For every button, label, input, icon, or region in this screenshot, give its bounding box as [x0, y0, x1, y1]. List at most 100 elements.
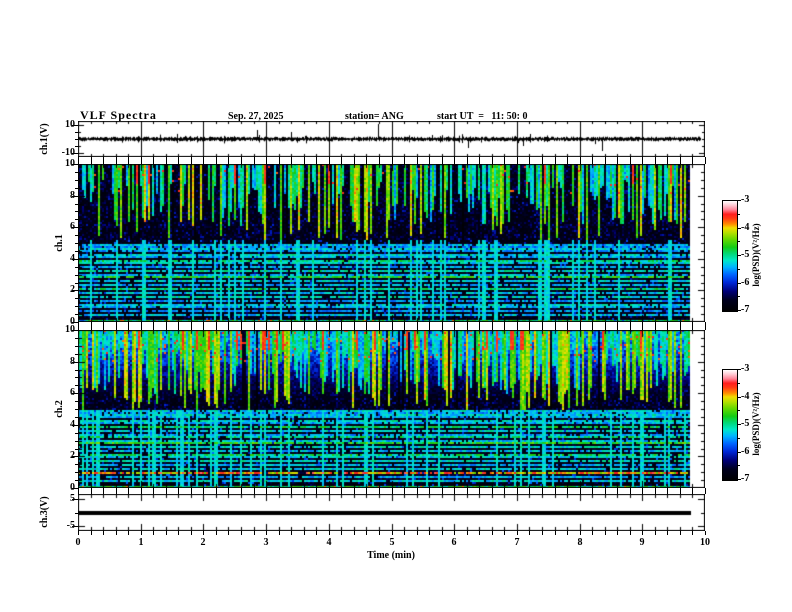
- gap-tick-major: [141, 488, 142, 494]
- gap-tick-minor: [529, 488, 530, 494]
- time-tick-label: 2: [200, 537, 206, 548]
- gap-tick-minor: [366, 322, 367, 330]
- gap-tick-minor: [279, 322, 280, 330]
- ytick-minor-dash: [75, 306, 78, 307]
- colorbar-tick-label: -3: [741, 363, 750, 374]
- gap-tick-major: [705, 157, 706, 164]
- gap-tick-minor: [116, 322, 117, 330]
- gap-tick-major: [329, 488, 330, 494]
- gap-tick-minor: [341, 157, 342, 164]
- ytick-minor-dash: [75, 354, 78, 355]
- gap-tick-minor: [128, 531, 129, 535]
- time-tick-label: 7: [514, 537, 520, 548]
- ytick-minor-dash: [75, 235, 78, 236]
- colorbar-tick-major: [737, 283, 741, 284]
- ytick-minor-dash: [75, 275, 78, 276]
- gap-tick-minor: [153, 322, 154, 330]
- gap-tick-minor: [467, 488, 468, 494]
- gap-tick-minor: [617, 531, 618, 535]
- ytick-minor-dash: [75, 251, 78, 252]
- ytick-major-dash: [72, 290, 78, 291]
- colorbar-tick-major: [737, 397, 741, 398]
- gap-tick-minor: [680, 322, 681, 330]
- colorbar-tick-label: -3: [741, 194, 750, 205]
- ytick-major-dash: [72, 227, 78, 228]
- ytick-major-dash: [72, 259, 78, 260]
- gap-tick-minor: [216, 488, 217, 494]
- gap-tick-minor: [103, 322, 104, 330]
- gap-tick-minor: [442, 531, 443, 535]
- gap-tick-minor: [379, 322, 380, 330]
- colorbar-tick-minor: [737, 383, 740, 384]
- ytick-minor-dash: [75, 338, 78, 339]
- gap-tick-minor: [279, 157, 280, 164]
- gap-tick-minor: [241, 488, 242, 494]
- gap-tick-minor: [555, 531, 556, 535]
- gap-tick-minor: [542, 322, 543, 330]
- gap-tick-minor: [417, 322, 418, 330]
- ytick-minor-dash: [75, 370, 78, 371]
- colorbar-tick-label: -5: [741, 249, 750, 260]
- time-tick-label: 9: [639, 537, 645, 548]
- time-tick-label: 3: [263, 537, 269, 548]
- gap-tick-major: [517, 157, 518, 164]
- gap-tick-minor: [492, 157, 493, 164]
- gap-tick-major: [78, 531, 79, 535]
- gap-tick-minor: [442, 488, 443, 494]
- freq-tick-label: 0: [70, 482, 75, 493]
- gap-tick-major: [78, 322, 79, 330]
- gap-tick-major: [329, 531, 330, 535]
- ytick-major-dash: [72, 330, 78, 331]
- colorbar-tick-major: [737, 255, 741, 256]
- ytick-minor-dash: [75, 472, 78, 473]
- gap-tick-minor: [492, 322, 493, 330]
- gap-tick-minor: [116, 488, 117, 494]
- ytick-minor-dash: [75, 146, 78, 147]
- gap-tick-minor: [153, 488, 154, 494]
- ytick-minor-dash: [75, 377, 78, 378]
- ytick-minor-dash: [75, 513, 78, 514]
- gap-tick-major: [454, 157, 455, 164]
- gap-tick-major: [329, 322, 330, 330]
- gap-tick-minor: [429, 488, 430, 494]
- ch2-spectrogram-panel: [78, 330, 705, 488]
- gap-tick-minor: [504, 488, 505, 494]
- gap-tick-minor: [354, 322, 355, 330]
- freq-tick-label: 10: [65, 158, 75, 169]
- freq-tick-label: 6: [70, 221, 75, 232]
- freq-tick-label: 2: [70, 450, 75, 461]
- gap-tick-minor: [254, 531, 255, 535]
- colorbar-tick-minor: [737, 438, 740, 439]
- ch1-channel-label: ch.1: [54, 234, 65, 252]
- colorbar-tick-label: -6: [741, 446, 750, 457]
- ch1-frequency-axis-title: ch.1 Frequency (kHz): [32, 188, 98, 298]
- gap-tick-major: [203, 531, 204, 535]
- gap-tick-minor: [379, 488, 380, 494]
- gap-tick-minor: [655, 488, 656, 494]
- gap-tick-minor: [91, 322, 92, 330]
- gap-tick-minor: [467, 157, 468, 164]
- gap-tick-minor: [191, 531, 192, 535]
- ytick-minor-dash: [75, 139, 78, 140]
- colorbar2-unit-label: log(PSD)(V²/Hz): [751, 392, 761, 456]
- gap-tick-minor: [692, 531, 693, 535]
- gap-tick-minor: [567, 531, 568, 535]
- gap-tick-major: [141, 157, 142, 164]
- gap-tick-minor: [304, 322, 305, 330]
- colorbar-tick-major: [737, 310, 741, 311]
- gap-tick-minor: [555, 157, 556, 164]
- time-tick-label: 10: [700, 537, 710, 548]
- time-axis-title: Time (min): [367, 550, 415, 561]
- gap-tick-minor: [216, 157, 217, 164]
- gap-tick-minor: [529, 531, 530, 535]
- colorbar-tick-major: [737, 424, 741, 425]
- ytick-major-dash: [72, 425, 78, 426]
- gap-tick-minor: [216, 531, 217, 535]
- ytick-major-dash: [72, 153, 78, 154]
- station-label: station= ANG: [345, 111, 404, 122]
- date-label: Sep. 27, 2025: [228, 111, 284, 122]
- gap-tick-minor: [103, 157, 104, 164]
- colorbar-tick-major: [737, 479, 741, 480]
- freq-tick-label: 2: [70, 284, 75, 295]
- gap-tick-major: [78, 488, 79, 494]
